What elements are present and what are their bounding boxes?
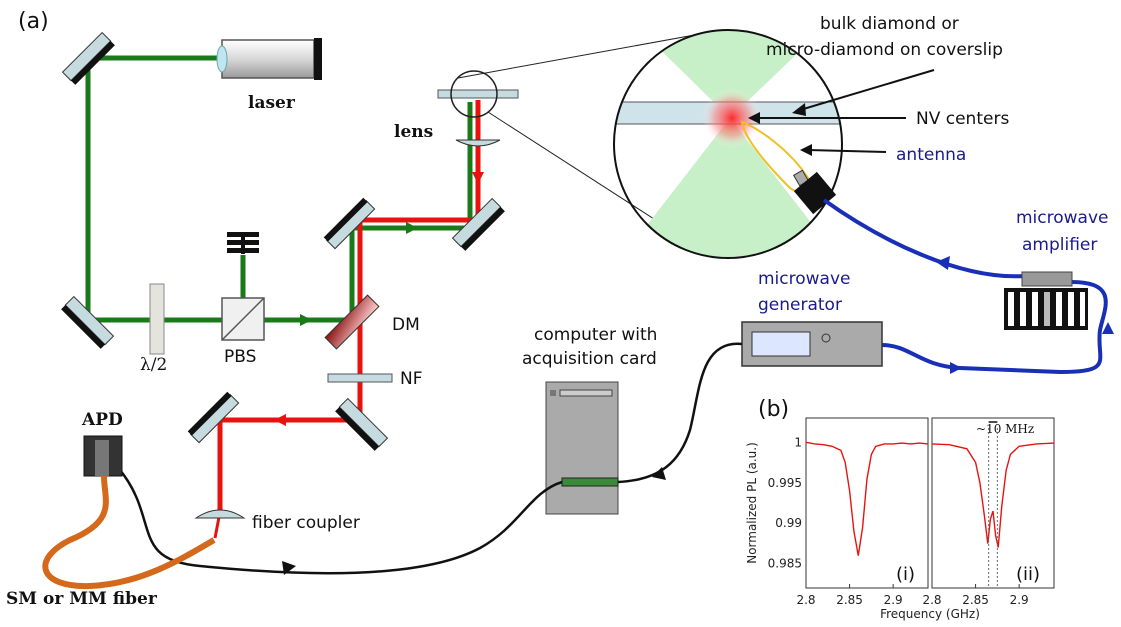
notch-filter bbox=[327, 373, 393, 383]
laser-label: laser bbox=[248, 93, 296, 113]
arrow-green-pbs bbox=[300, 314, 312, 326]
chart-ii-series-line bbox=[931, 442, 1055, 548]
cable-arrow-computer bbox=[652, 467, 666, 480]
chart-i-panel-label: (i) bbox=[896, 564, 915, 585]
sample-label-line2: micro-diamond on coverslip bbox=[766, 40, 1003, 60]
apd-label: APD bbox=[81, 410, 123, 430]
arrow-red-left bbox=[274, 414, 286, 426]
microwave-amplifier bbox=[1004, 271, 1088, 330]
apd bbox=[83, 435, 123, 477]
chart-ii-frame bbox=[931, 417, 1055, 589]
fiber-coupler-label: fiber coupler bbox=[252, 513, 360, 533]
arrow-red-down bbox=[472, 172, 484, 184]
lens-label: lens bbox=[394, 122, 433, 142]
nv-label: NV centers bbox=[916, 109, 1009, 129]
fiber-label: SM or MM fiber bbox=[6, 589, 158, 609]
chart-i-ytick-label: 1 bbox=[794, 435, 802, 449]
zoom-line-bottom bbox=[487, 111, 669, 229]
half-wave-label: λ/2 bbox=[140, 355, 167, 375]
odmr-spectra: Normalized PL (a.u.) Frequency (GHz) (i)… bbox=[745, 417, 1055, 621]
optical-fiber bbox=[42, 475, 216, 590]
nf-label: NF bbox=[400, 369, 423, 389]
cable-computer-to-generator bbox=[617, 342, 743, 484]
mw-arrow-3 bbox=[950, 362, 962, 374]
chart-xlabel: Frequency (GHz) bbox=[880, 607, 980, 621]
chart-ylabel: Normalized PL (a.u.) bbox=[745, 442, 759, 564]
nv-pointer-head bbox=[748, 112, 760, 124]
chart-i-xtick-label: 2.9 bbox=[884, 593, 903, 607]
mw-cable-to-antenna bbox=[822, 198, 1025, 279]
chart-i-frame bbox=[805, 417, 929, 589]
mw-arrow-2 bbox=[1102, 322, 1114, 334]
coverslip-small bbox=[437, 89, 519, 99]
zoom-line-top bbox=[457, 33, 701, 79]
panel-label-b: (b) bbox=[758, 397, 789, 422]
pbs-cube bbox=[221, 297, 265, 341]
microwave-generator bbox=[741, 321, 883, 367]
half-wave-plate bbox=[149, 283, 165, 355]
mw-cable-gen-to-amp bbox=[881, 280, 1108, 375]
objective-lens bbox=[455, 139, 501, 147]
computer bbox=[545, 381, 619, 515]
zoom-circle-small bbox=[450, 70, 498, 118]
mirror bbox=[61, 295, 115, 349]
cable-apd-to-computer bbox=[119, 469, 563, 575]
laser bbox=[216, 38, 322, 80]
arrow-green-top bbox=[406, 222, 418, 234]
antenna-label: antenna bbox=[896, 145, 966, 165]
mw-gen-label-line2: generator bbox=[758, 295, 842, 315]
dm-label: DM bbox=[392, 315, 420, 335]
computer-label-line1: computer with bbox=[534, 325, 657, 345]
mw-gen-label-line1: microwave bbox=[758, 269, 851, 289]
chart-i-ytick-label: 0.985 bbox=[768, 557, 802, 571]
panel-label-a: (a) bbox=[18, 9, 49, 34]
mirror bbox=[187, 391, 240, 444]
mirror bbox=[335, 397, 389, 451]
mirror bbox=[61, 31, 115, 85]
mirror bbox=[323, 197, 376, 250]
chart-ii-annotation: ~10 MHz bbox=[976, 422, 1034, 436]
zoom-view bbox=[613, 29, 843, 259]
mirror bbox=[451, 197, 505, 251]
chart-i-xtick-label: 2.85 bbox=[836, 593, 863, 607]
chart-ii-panel-label: (ii) bbox=[1016, 564, 1040, 585]
chart-i-ytick-label: 0.995 bbox=[768, 476, 802, 490]
antenna-pointer bbox=[807, 149, 887, 153]
chart-ii-xtick-label: 2.9 bbox=[1010, 593, 1029, 607]
chart-ii-xtick-label: 2.85 bbox=[962, 593, 989, 607]
mw-amp-label-line2: amplifier bbox=[1022, 235, 1097, 255]
beam-dump bbox=[227, 232, 259, 254]
pbs-label: PBS bbox=[224, 347, 256, 367]
sample-pointer bbox=[799, 69, 935, 111]
mw-arrow-1 bbox=[936, 256, 950, 270]
cable-arrow-apd bbox=[282, 561, 296, 575]
chart-i-ytick-label: 0.99 bbox=[775, 516, 802, 530]
chart-i-xtick-label: 2.8 bbox=[796, 593, 815, 607]
green-beam-path bbox=[85, 55, 473, 323]
computer-label-line2: acquisition card bbox=[522, 349, 657, 369]
antenna-pointer-head bbox=[800, 144, 812, 156]
sample-label-line1: bulk diamond or bbox=[820, 14, 959, 34]
chart-i-series-line bbox=[805, 441, 929, 556]
dichroic-mirror bbox=[324, 294, 380, 350]
fiber-coupler-lens bbox=[194, 509, 246, 519]
mw-amp-label-line1: microwave bbox=[1016, 208, 1109, 228]
chart-ii-xtick-label: 2.8 bbox=[922, 593, 941, 607]
sample-pointer-head bbox=[792, 103, 806, 116]
